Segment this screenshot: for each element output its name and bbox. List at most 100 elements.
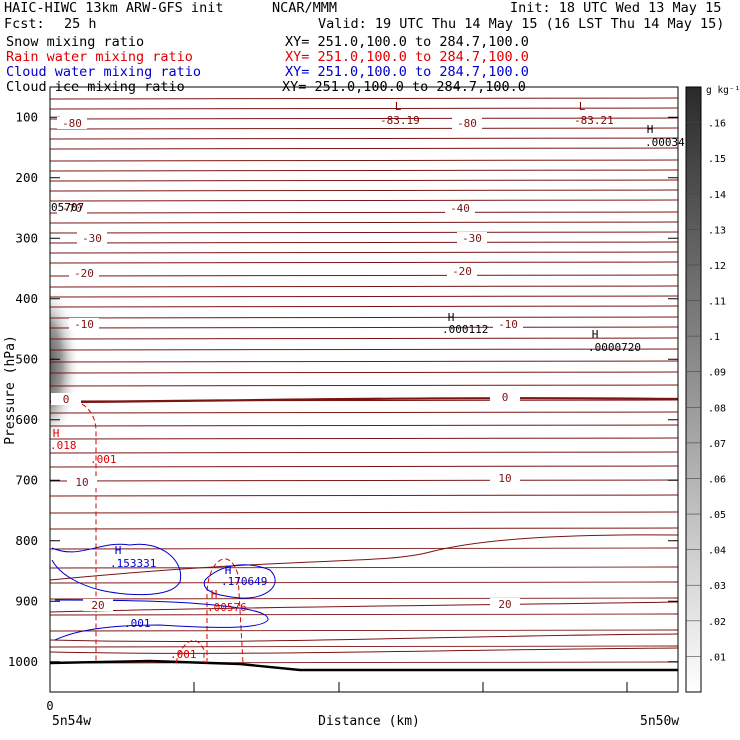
colorbar-tick-label: .05 (708, 510, 726, 521)
temperature-contour-label: -10 (498, 318, 518, 331)
temperature-contour-line (50, 348, 678, 351)
x-origin-label: 0 (46, 699, 53, 713)
extremum-value: .170649 (221, 575, 267, 588)
x-right-location: 5n50w (640, 714, 679, 729)
temperature-contour-label: -40 (450, 202, 470, 215)
y-axis-title: Pressure (hPa) (3, 335, 18, 445)
temperature-contour-line (50, 411, 678, 414)
extremum-value: .0000720 (588, 341, 641, 354)
label-knockout (445, 202, 475, 214)
label-knockout (490, 598, 520, 610)
temperature-contour-line (50, 305, 678, 308)
rain-contour-line (51, 393, 97, 663)
colorbar-tick-label: .15 (708, 154, 726, 165)
temperature-contour-label: -10 (74, 318, 94, 331)
contour-value-label: .001 (124, 617, 151, 630)
y-tick-label: 700 (15, 472, 38, 487)
colorbar-tick-label: .01 (708, 652, 726, 663)
temperature-contour-line (50, 581, 678, 584)
extremum-marker: H (592, 328, 599, 341)
contour-value-label: .001 (170, 648, 197, 661)
temperature-contour-line (50, 241, 678, 244)
valid-time: Valid: 19 UTC Thu 14 May 15 (16 LST Thu … (318, 16, 725, 32)
plot-title: HAIC-HIWC 13km ARW-GFS init (4, 0, 224, 16)
temperature-contour-line (50, 534, 678, 581)
temperature-contour-label: 10 (75, 476, 88, 489)
extremum-marker: H (647, 123, 654, 136)
temperature-contour-line (50, 137, 678, 140)
temperature-contour-line (50, 645, 678, 648)
extremum-marker: H (115, 544, 122, 557)
temperature-contour-label: -30 (82, 232, 102, 245)
misc-labels: 05707 .001 .001 .001 (51, 201, 197, 661)
temperature-contour-line (50, 251, 678, 254)
colorbar-tick-label: .06 (708, 474, 726, 485)
temperature-contours (50, 97, 678, 664)
y-tick-label: 600 (15, 412, 38, 427)
temperature-labels: -80 -80 -70 -40 -30 -30 -20 -20 -10 -10 0 0 10 10 20 20 (51, 117, 523, 612)
extremum-value: -83.21 (574, 114, 614, 127)
extremum-value: .153331 (110, 557, 156, 570)
temperature-contour-line (50, 261, 678, 264)
temperature-contour-line (50, 371, 678, 374)
x-axis-title: Distance (km) (318, 714, 420, 729)
extremum-marker: L (579, 100, 586, 113)
label-knockout (77, 232, 107, 244)
temperature-contour-label: -20 (452, 265, 472, 278)
y-tick-label: 500 (15, 351, 38, 366)
label-knockout (452, 117, 482, 129)
temperature-contour-line (50, 179, 678, 182)
legend-field-name: Cloud water mixing ratio (6, 64, 202, 80)
cloud-water-contour-line (203, 564, 276, 599)
label-knockout (57, 117, 87, 129)
extremum-value: -83.19 (380, 114, 420, 127)
temperature-contour-label: 20 (91, 599, 104, 612)
temperature-contour-label: 10 (498, 472, 511, 485)
colorbar-tick-label: .09 (708, 368, 726, 379)
temperature-contour-label: 20 (498, 598, 511, 611)
temperature-contour-line (50, 147, 678, 150)
colorbar-tick-label: .11 (708, 297, 726, 308)
temperature-contour-line (50, 326, 678, 329)
temperature-contour-line (50, 127, 678, 130)
label-knockout (493, 318, 523, 330)
cloud-water-contour-line (51, 543, 182, 596)
temperature-contour-line (50, 384, 678, 387)
colorbar-tick-label: .1 (708, 332, 720, 343)
extremum-marker: H (53, 427, 60, 440)
plot-frame (49, 86, 679, 693)
label-knockout (457, 232, 487, 244)
forecast-hours: 25 h (64, 16, 97, 32)
temperature-contour-line (50, 613, 678, 616)
temperature-contour-line (50, 629, 678, 632)
temperature-contour-label: 0 (502, 391, 509, 404)
temperature-contour-line (50, 169, 678, 172)
temperature-contour-line (50, 360, 678, 363)
colorbar-tick-label: .08 (708, 403, 726, 414)
label-knockout (447, 265, 477, 277)
label-knockout (67, 476, 97, 488)
temperature-contour-line (50, 211, 678, 214)
legend-cross-section-endpoints: XY= 251.0,100.0 to 284.7,100.0 (285, 34, 529, 50)
temperature-contour-line (50, 221, 678, 224)
colorbar-tick-label: .07 (708, 439, 726, 450)
colorbar-tick-label: .04 (708, 546, 726, 557)
temperature-contour-line (50, 437, 678, 440)
cloud-water-contours (51, 543, 276, 641)
label-knockout (69, 267, 99, 279)
temperature-contour-line (50, 494, 678, 497)
temperature-contour-line (50, 511, 678, 514)
extremum-marker: H (225, 564, 232, 577)
label-knockout (490, 391, 520, 403)
temperature-contour-line (50, 316, 678, 319)
colorbar-tick-label: .13 (708, 225, 726, 236)
colorbar (685, 86, 702, 693)
temperature-contour-line (50, 451, 678, 454)
label-knockout (490, 472, 520, 484)
extremum-value: .00034 (645, 136, 685, 149)
x-left-location: 5n54w (52, 714, 91, 729)
temperature-contour-line (50, 337, 678, 340)
init-time: Init: 18 UTC Wed 13 May 15 (510, 0, 722, 16)
